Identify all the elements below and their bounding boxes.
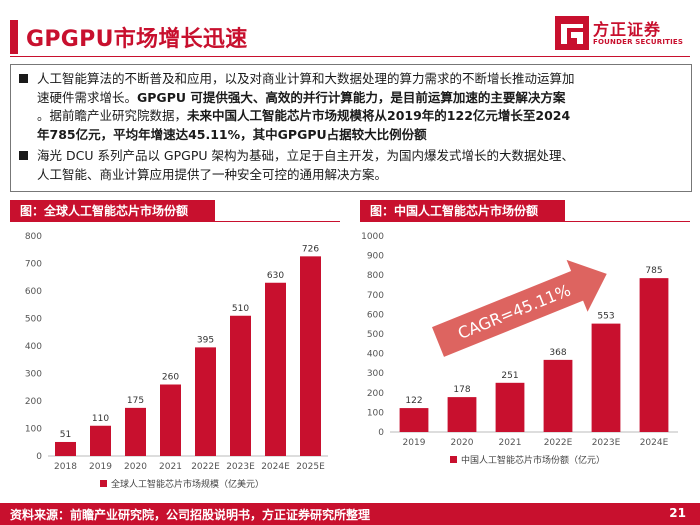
legend-label: 全球人工智能芯片市场规模（亿美元）	[111, 478, 264, 490]
chart-2-title-rule	[360, 221, 690, 222]
bar-value-label: 260	[162, 373, 179, 383]
bullet-2-line-1: 海光 DCU 系列产品以 GPGPU 架构为基础，立足于自主开发，为国内爆发式增…	[37, 148, 574, 163]
x-tick-label: 2023E	[226, 462, 255, 472]
footer: 资料来源：前瞻产业研究院，公司招股说明书，方正证券研究所整理 21	[0, 503, 700, 525]
bullet-1-line-1: 人工智能算法的不断普及和应用，以及对商业计算和大数据处理的算力需求的不断增长推动…	[37, 71, 575, 86]
bar-value-label: 395	[197, 335, 214, 345]
header: GPGPU市场增长迅速	[0, 0, 700, 60]
bar-value-label: 251	[501, 371, 518, 381]
bullet-square-icon	[19, 151, 28, 160]
company-logo: 方正证券 FOUNDER SECURITIES	[555, 14, 695, 54]
y-tick-label: 800	[367, 271, 384, 281]
bar	[160, 384, 181, 456]
bar-value-label: 178	[453, 385, 470, 395]
bar	[495, 382, 525, 432]
bar	[55, 441, 76, 456]
x-tick-label: 2025E	[296, 462, 325, 472]
x-tick-label: 2021	[499, 438, 522, 448]
bullet-1-line-3: 。据前瞻产业研究院数据，未来中国人工智能芯片市场规模将从2019年的122亿元增…	[37, 108, 571, 123]
y-tick-label: 800	[25, 232, 42, 242]
chart-legend: 中国人工智能芯片市场份额（亿元）	[450, 454, 605, 466]
y-tick-label: 200	[25, 397, 42, 407]
y-tick-label: 500	[367, 330, 384, 340]
bar-value-label: 368	[549, 348, 566, 358]
bar	[125, 407, 146, 456]
bullet-2-line-2: 人工智能、商业计算应用提供了一种安全可控的通用解决方案。	[37, 166, 388, 182]
x-tick-label: 2024E	[261, 462, 290, 472]
y-tick-label: 100	[25, 425, 42, 435]
bullet-1-line-4: 年785亿元，平均年增速达45.11%，其中GPGPU占据较大比例份额	[37, 126, 427, 142]
page-number: 21	[669, 506, 686, 520]
logo-chinese-name: 方正证券	[593, 20, 662, 39]
page-title: GPGPU市场增长迅速	[26, 27, 248, 52]
chart-2-title: 图：中国人工智能芯片市场份额	[360, 200, 565, 222]
y-tick-label: 0	[36, 452, 42, 462]
y-tick-label: 600	[367, 310, 384, 320]
chart-1-title: 图：全球人工智能芯片市场份额	[10, 200, 215, 222]
y-tick-label: 700	[25, 260, 42, 270]
y-tick-label: 700	[367, 291, 384, 301]
bar-value-label: 110	[92, 414, 109, 424]
x-tick-label: 2018	[54, 462, 77, 472]
y-tick-label: 900	[367, 252, 384, 262]
summary-box: 人工智能算法的不断普及和应用，以及对商业计算和大数据处理的算力需求的不断增长推动…	[10, 64, 692, 192]
bar-value-label: 175	[127, 396, 144, 406]
global-ai-chip-chart-svg: 0 100 200 300 400 500 600 700 800 51 2018 110 2019 17…	[25, 232, 328, 490]
y-tick-label: 300	[25, 370, 42, 380]
bar-value-label: 726	[302, 244, 319, 254]
bar	[265, 282, 286, 456]
x-tick-label: 2019	[89, 462, 112, 472]
china-ai-chip-chart: 0 100 200 300 400 500 600 700 800 900 1000 122 2019 1…	[360, 224, 690, 506]
chart-1-title-rule	[10, 221, 340, 222]
x-tick-label: 2023E	[592, 438, 621, 448]
x-tick-label: 2019	[403, 438, 426, 448]
chart-legend: 全球人工智能芯片市场规模（亿美元）	[100, 478, 264, 490]
y-tick-label: 0	[378, 428, 384, 438]
china-ai-chip-chart-svg: 0 100 200 300 400 500 600 700 800 900 1000 122 2019 1…	[361, 232, 678, 466]
bar-value-label: 785	[645, 266, 662, 276]
y-tick-label: 300	[367, 369, 384, 379]
bullet-1-line-2: 速硬件需求增长。GPGPU 可提供强大、高效的并行计算能力，是目前运算加速的主要…	[37, 89, 566, 105]
bar-value-label: 122	[405, 396, 422, 406]
bar	[399, 408, 429, 432]
y-tick-label: 1000	[361, 232, 384, 242]
x-tick-label: 2020	[124, 462, 147, 472]
bar	[591, 323, 621, 432]
legend-swatch	[100, 480, 107, 487]
bar	[195, 347, 216, 456]
bar	[543, 359, 573, 432]
y-tick-label: 200	[367, 389, 384, 399]
cagr-arrow: CAGR=45.11%	[432, 259, 607, 357]
bar-value-label: 630	[267, 271, 284, 281]
x-tick-label: 2022E	[544, 438, 573, 448]
bar	[230, 315, 251, 456]
y-tick-label: 400	[25, 342, 42, 352]
title-accent-bar	[10, 20, 18, 54]
x-tick-label: 2024E	[640, 438, 669, 448]
bar	[447, 397, 477, 432]
founder-logo-icon	[555, 16, 589, 50]
global-ai-chip-chart: 0 100 200 300 400 500 600 700 800 51 2018 110 2019 17…	[10, 224, 340, 506]
title-divider	[10, 56, 690, 57]
bar	[639, 278, 669, 432]
bar-value-label: 510	[232, 304, 249, 314]
y-tick-label: 500	[25, 315, 42, 325]
x-tick-label: 2022E	[191, 462, 220, 472]
legend-label: 中国人工智能芯片市场份额（亿元）	[461, 454, 605, 466]
bar	[90, 425, 111, 456]
x-tick-label: 2020	[451, 438, 474, 448]
bar-value-label: 51	[60, 430, 71, 440]
growth-arrow-icon	[432, 259, 607, 357]
logo-english-name: FOUNDER SECURITIES	[593, 38, 684, 46]
y-tick-label: 600	[25, 287, 42, 297]
bar	[300, 256, 321, 456]
x-tick-label: 2021	[159, 462, 182, 472]
bar-value-label: 553	[597, 312, 614, 322]
source-note: 资料来源：前瞻产业研究院，公司招股说明书，方正证券研究所整理	[10, 508, 371, 522]
legend-swatch	[450, 456, 457, 463]
y-tick-label: 100	[367, 408, 384, 418]
y-tick-label: 400	[367, 350, 384, 360]
bullet-square-icon	[19, 74, 28, 83]
